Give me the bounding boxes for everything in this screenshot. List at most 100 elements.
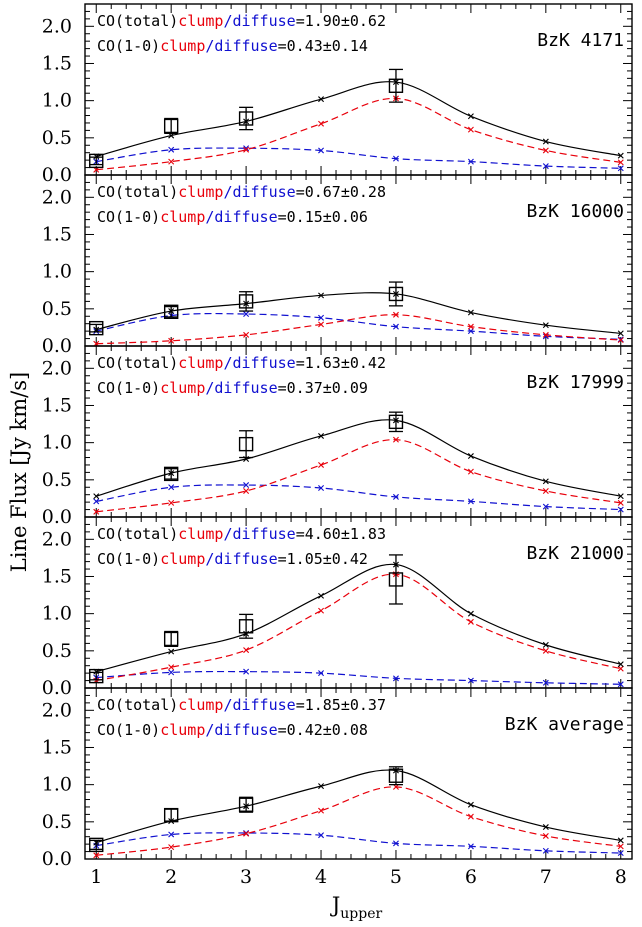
obs-point <box>163 807 179 823</box>
annotation-part: clump <box>160 379 205 397</box>
ratio-annotation-total: CO(total)clump/diffuse=0.67±0.28 <box>97 183 386 201</box>
obs-point <box>388 286 404 302</box>
series-line-diffuse <box>96 484 621 511</box>
obs-point <box>238 436 254 452</box>
ratio-annotation-co10: CO(1-0)clump/diffuse=0.15±0.06 <box>97 208 368 226</box>
obs-point <box>89 837 104 853</box>
y-tick-label: 2.0 <box>42 186 72 208</box>
y-tick-label: 0.0 <box>42 506 72 528</box>
panel-title: BzK 16000 <box>526 201 624 222</box>
obs-point <box>238 294 254 309</box>
annotation-part: =1.85±0.37 <box>296 696 386 714</box>
annotation-part: clump <box>160 37 205 55</box>
y-tick-label: 1.5 <box>42 565 72 587</box>
obs-point <box>89 668 104 684</box>
annotation-part: diffuse <box>232 183 295 201</box>
annotation-part: =0.15±0.06 <box>278 208 368 226</box>
y-tick-label: 2.0 <box>42 15 72 37</box>
x-tick-label: 5 <box>390 866 402 888</box>
ratio-annotation-total: CO(total)clump/diffuse=1.90±0.62 <box>97 12 386 30</box>
obs-point <box>89 153 104 169</box>
panel-title: BzK 21000 <box>526 543 624 564</box>
annotation-part: / <box>205 550 214 568</box>
series-point-total <box>617 837 624 844</box>
series-point-total <box>467 610 474 617</box>
series-point-diffuse <box>617 850 624 857</box>
series-line-clump <box>96 573 621 682</box>
series-point-diffuse <box>392 155 399 162</box>
x-tick-label: 8 <box>615 866 627 888</box>
series-point-diffuse <box>392 493 399 500</box>
series-point-total <box>542 641 549 648</box>
x-axis-label-subscript: upper <box>340 906 382 922</box>
x-tick-label: 7 <box>540 866 552 888</box>
series-point-diffuse <box>467 328 474 335</box>
annotation-part: / <box>205 208 214 226</box>
annotation-part: CO(1-0) <box>97 721 160 739</box>
obs-point <box>388 414 404 430</box>
series-point-total <box>467 309 474 316</box>
series-point-clump <box>168 337 175 344</box>
series-point-clump <box>243 647 250 654</box>
series-line-total <box>96 81 621 157</box>
series-line-diffuse <box>96 670 621 685</box>
annotation-part: CO(1-0) <box>97 37 160 55</box>
series-point-clump <box>542 487 549 494</box>
annotation-part: =0.43±0.14 <box>278 37 368 55</box>
annotation-part: CO(total) <box>97 696 178 714</box>
series-point-clump <box>617 159 624 166</box>
series-point-diffuse <box>467 158 474 165</box>
series-point-total <box>617 152 624 159</box>
series-point-clump <box>617 499 624 506</box>
series-point-total <box>542 824 549 831</box>
y-tick-label: 0.5 <box>42 640 72 662</box>
ratio-annotation-co10: CO(1-0)clump/diffuse=0.37±0.09 <box>97 379 368 397</box>
series-point-total <box>542 322 549 329</box>
series-point-diffuse <box>542 163 549 170</box>
series-point-diffuse <box>318 670 325 677</box>
series-point-diffuse <box>168 669 175 676</box>
y-tick-label: 1.0 <box>42 432 72 454</box>
annotation-part: diffuse <box>232 354 295 372</box>
series-point-diffuse <box>542 503 549 510</box>
series-point-clump <box>467 323 474 330</box>
series-point-clump <box>467 618 474 625</box>
annotation-part: / <box>223 12 232 30</box>
series-point-clump <box>542 647 549 654</box>
series-line-total <box>96 292 621 334</box>
obs-point <box>163 304 179 319</box>
annotation-part: / <box>223 696 232 714</box>
series-point-diffuse <box>542 679 549 686</box>
series-point-clump <box>93 852 100 859</box>
annotation-part: =0.37±0.09 <box>278 379 368 397</box>
series-point-clump <box>467 468 474 475</box>
annotation-part: CO(1-0) <box>97 208 160 226</box>
series-point-diffuse <box>467 843 474 850</box>
annotation-part: / <box>205 37 214 55</box>
annotation-part: diffuse <box>214 37 277 55</box>
series-point-clump <box>617 843 624 850</box>
y-tick-label: 0.0 <box>42 677 72 699</box>
x-axis-label-main: J <box>330 893 340 917</box>
annotation-part: clump <box>178 12 223 30</box>
annotation-part: diffuse <box>232 696 295 714</box>
series-point-clump <box>392 436 399 443</box>
series-point-clump <box>318 807 325 814</box>
annotation-part: CO(total) <box>97 525 178 543</box>
y-tick-label: 1.5 <box>42 223 72 245</box>
annotation-part: diffuse <box>232 12 295 30</box>
annotation-part: clump <box>160 208 205 226</box>
y-tick-label: 1.5 <box>42 394 72 416</box>
series-point-clump <box>318 461 325 468</box>
annotation-part: CO(total) <box>97 12 178 30</box>
series-point-clump <box>168 158 175 165</box>
annotation-part: =1.90±0.62 <box>296 12 386 30</box>
y-tick-label: 1.0 <box>42 261 72 283</box>
annotation-part: =4.60±1.83 <box>296 525 386 543</box>
series-line-clump <box>96 97 621 171</box>
series-point-clump <box>318 321 325 328</box>
